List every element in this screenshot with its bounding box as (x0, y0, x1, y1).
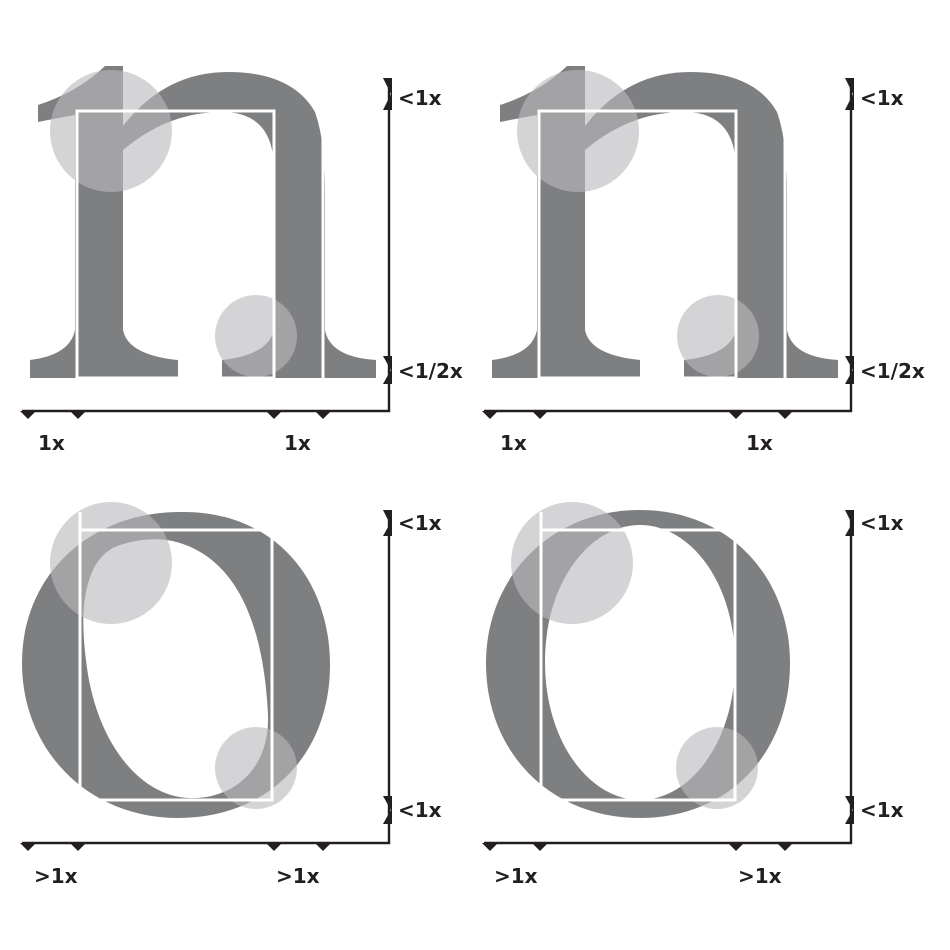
glyph-n-left-stem (492, 66, 640, 378)
bottom-label-left: >1x (494, 864, 538, 888)
overshoot-circle-top (50, 502, 172, 624)
side-label-top: <1x (860, 86, 904, 110)
glyph-o (22, 511, 330, 818)
panel-o-left: <1x <1x >1x >1x (20, 502, 442, 888)
side-label-top: <1x (860, 511, 904, 535)
glyph-n-arch (585, 72, 838, 378)
side-label-bottom: <1/2x (860, 359, 925, 383)
side-label-bottom: <1/2x (398, 359, 463, 383)
axis-lines (484, 510, 853, 845)
bottom-label-left: 1x (38, 431, 65, 455)
bottom-label-left: >1x (34, 864, 78, 888)
side-label-top: <1x (398, 511, 442, 535)
axis-lines (484, 78, 853, 413)
bottom-label-right: 1x (284, 431, 311, 455)
overshoot-circle-bottom (676, 727, 758, 809)
axis-lines (22, 78, 391, 413)
bottom-label-right: 1x (746, 431, 773, 455)
guide-lines (537, 109, 787, 380)
overshoot-circle-top (511, 502, 633, 624)
overshoot-circle-top (50, 70, 172, 192)
panel-n-left: <1x <1/2x 1x 1x (20, 66, 463, 455)
side-label-bottom: <1x (860, 798, 904, 822)
tick-marks (482, 78, 854, 419)
tick-marks (482, 510, 854, 851)
glyph-n-left-stem (30, 66, 178, 378)
side-label-bottom: <1x (398, 798, 442, 822)
bottom-label-right: >1x (738, 864, 782, 888)
side-label-top: <1x (398, 86, 442, 110)
guide-lines (75, 109, 325, 380)
glyph-n (30, 66, 376, 378)
panel-o-right: <1x <1x >1x >1x (482, 502, 904, 888)
guide-lines (539, 512, 737, 802)
overshoot-circle-bottom (677, 295, 759, 377)
axis-lines (22, 510, 391, 845)
overshoot-circle-bottom (215, 295, 297, 377)
tick-marks (20, 510, 392, 851)
bottom-label-left: 1x (500, 431, 527, 455)
glyph-n (492, 66, 838, 378)
overshoot-circle-bottom (215, 727, 297, 809)
overshoot-circle-top (517, 70, 639, 192)
glyph-n-arch (123, 72, 376, 378)
tick-marks (20, 78, 392, 419)
panel-n-right: <1x <1/2x 1x 1x (482, 66, 925, 455)
bottom-label-right: >1x (276, 864, 320, 888)
guide-lines (78, 512, 274, 802)
